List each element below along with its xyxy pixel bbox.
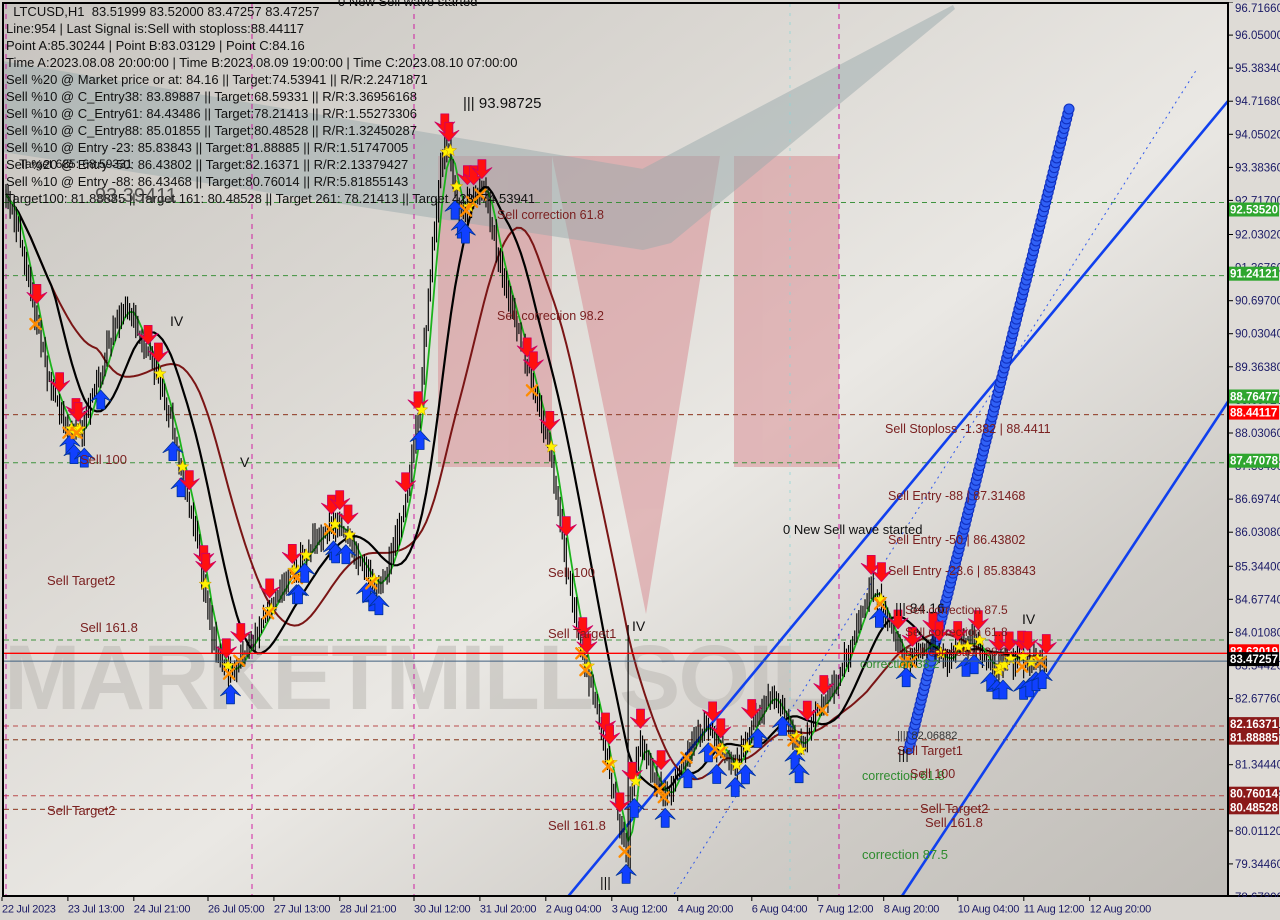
svg-text:6 Aug 04:00: 6 Aug 04:00	[752, 904, 808, 916]
svg-text:92.03020: 92.03020	[1235, 230, 1280, 242]
svg-text:SOIL: SOIL	[619, 627, 826, 729]
svg-text:96.05000: 96.05000	[1235, 30, 1280, 42]
svg-text:12 Aug 20:00: 12 Aug 20:00	[1090, 904, 1151, 916]
svg-text:90.69700: 90.69700	[1235, 296, 1280, 308]
svg-text:80.01120: 80.01120	[1235, 826, 1280, 838]
svg-text:96.71660: 96.71660	[1235, 3, 1280, 15]
svg-text:MARKETMILL: MARKETMILL	[4, 627, 592, 729]
svg-text:81.34440: 81.34440	[1235, 760, 1280, 772]
svg-text:80.48528: 80.48528	[1230, 802, 1279, 814]
svg-text:31 Jul 20:00: 31 Jul 20:00	[480, 904, 537, 916]
svg-text:85.34400: 85.34400	[1235, 561, 1280, 573]
svg-text:89.36380: 89.36380	[1235, 362, 1280, 374]
svg-text:92.53520: 92.53520	[1230, 205, 1278, 217]
svg-text:2 Aug 04:00: 2 Aug 04:00	[546, 904, 602, 916]
svg-text:94.05020: 94.05020	[1235, 129, 1280, 141]
svg-text:30 Jul 12:00: 30 Jul 12:00	[414, 904, 471, 916]
svg-text:7 Aug 12:00: 7 Aug 12:00	[818, 904, 874, 916]
svg-text:11 Aug 12:00: 11 Aug 12:00	[1024, 904, 1085, 916]
svg-text:79.34460: 79.34460	[1235, 859, 1280, 871]
svg-text:82.16371: 82.16371	[1230, 719, 1279, 731]
svg-text:8 Aug 20:00: 8 Aug 20:00	[884, 904, 940, 916]
svg-text:10 Aug 04:00: 10 Aug 04:00	[958, 904, 1019, 916]
svg-text:90.03040: 90.03040	[1235, 329, 1280, 341]
svg-text:23 Jul 13:00: 23 Jul 13:00	[68, 904, 125, 916]
svg-text:83.47257: 83.47257	[1230, 654, 1278, 666]
svg-text:26 Jul 05:00: 26 Jul 05:00	[208, 904, 265, 916]
svg-text:27 Jul 13:00: 27 Jul 13:00	[274, 904, 331, 916]
svg-text:95.38340: 95.38340	[1235, 63, 1280, 75]
svg-text:88.44117: 88.44117	[1230, 408, 1277, 420]
svg-text:80.76014: 80.76014	[1230, 789, 1279, 801]
svg-text:24 Jul 21:00: 24 Jul 21:00	[134, 904, 191, 916]
svg-text:91.24121: 91.24121	[1230, 269, 1279, 281]
svg-text:82.67760: 82.67760	[1235, 694, 1280, 706]
svg-text:94.71680: 94.71680	[1235, 96, 1280, 108]
svg-text:28 Jul 21:00: 28 Jul 21:00	[340, 904, 397, 916]
svg-text:87.47078: 87.47078	[1230, 456, 1279, 468]
svg-text:86.69740: 86.69740	[1235, 494, 1280, 506]
svg-text:88.76477: 88.76477	[1230, 392, 1278, 404]
svg-text:84.01080: 84.01080	[1235, 627, 1280, 639]
svg-text:4 Aug 20:00: 4 Aug 20:00	[678, 904, 734, 916]
svg-text:81.88885: 81.88885	[1230, 733, 1279, 745]
svg-text:3 Aug 12:00: 3 Aug 12:00	[612, 904, 668, 916]
svg-text:86.03080: 86.03080	[1235, 527, 1280, 539]
svg-text:93.38360: 93.38360	[1235, 162, 1280, 174]
svg-text:22 Jul 2023: 22 Jul 2023	[2, 904, 56, 916]
svg-text:84.67740: 84.67740	[1235, 594, 1280, 606]
svg-text:88.03060: 88.03060	[1235, 428, 1280, 440]
